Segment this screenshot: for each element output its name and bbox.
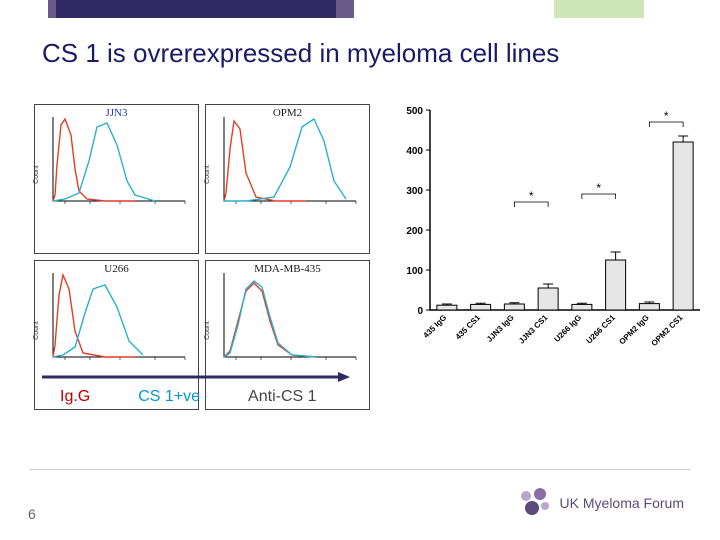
svg-text:100: 100 [406, 266, 423, 277]
slide-title: CS 1 is ovrerexpressed in myeloma cell l… [42, 38, 559, 69]
logo-icon [518, 486, 552, 520]
svg-text:435 IgG: 435 IgG [421, 313, 448, 340]
svg-text:JJN3 IgG: JJN3 IgG [485, 313, 516, 344]
svg-text:U266 CS1: U266 CS1 [585, 313, 618, 346]
header-accent-bar [30, 0, 690, 18]
slide: CS 1 is ovrerexpressed in myeloma cell l… [0, 0, 720, 540]
histogram-grid: JJN3CountOPM2CountU266CountMDA-MB-435Cou… [30, 100, 370, 410]
svg-text:*: * [596, 181, 601, 195]
content-area: JJN3CountOPM2CountU266CountMDA-MB-435Cou… [30, 100, 690, 410]
legend-cs1ve: CS 1+ve [138, 388, 200, 406]
histogram-panel: OPM2Count [205, 104, 370, 254]
bar-chart-svg: 0 100 200 300 400 500 435 IgG435 CS1JJN3 IgGJJ… [390, 100, 710, 360]
legend-anti: Anti-CS 1 [248, 388, 316, 406]
svg-text:300: 300 [406, 186, 423, 197]
logo-text: UK Myeloma Forum [560, 495, 684, 511]
page-number: 6 [28, 506, 36, 522]
legend-igg: Ig.G [60, 388, 90, 406]
footer-logo: UK Myeloma Forum [518, 486, 684, 520]
bar-chart: 0 100 200 300 400 500 435 IgG435 CS1JJN3 IgGJJ… [390, 100, 690, 410]
histogram-panel: JJN3Count [34, 104, 199, 254]
svg-text:*: * [529, 189, 534, 203]
svg-text:OPM2 CS1: OPM2 CS1 [650, 313, 685, 348]
svg-text:U266 IgG: U266 IgG [552, 313, 583, 344]
svg-text:JJN3 CS1: JJN3 CS1 [517, 313, 550, 346]
svg-text:0: 0 [417, 306, 423, 317]
footer-rule [30, 469, 690, 470]
svg-text:435 CS1: 435 CS1 [454, 313, 483, 342]
legend-row: Ig.G CS 1+ve Anti-CS 1 [60, 388, 317, 406]
svg-text:OPM2 IgG: OPM2 IgG [617, 313, 650, 346]
svg-text:200: 200 [406, 226, 423, 237]
svg-text:500: 500 [406, 106, 423, 117]
svg-text:*: * [664, 109, 669, 123]
svg-text:400: 400 [406, 146, 423, 157]
gradient-arrow [40, 370, 360, 384]
